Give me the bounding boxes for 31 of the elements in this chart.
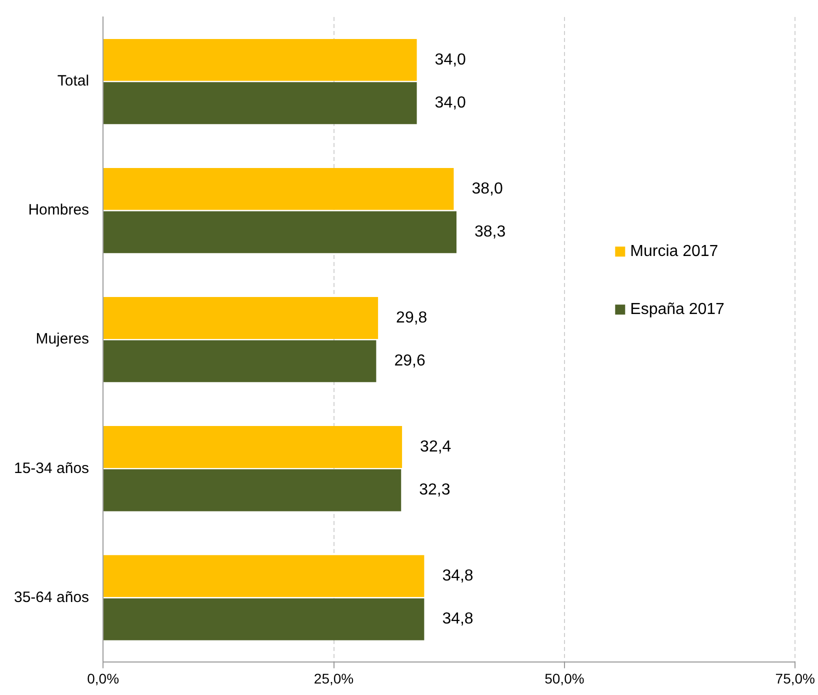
bar — [104, 340, 376, 382]
x-tick-label: 50,0% — [544, 670, 584, 686]
bar — [104, 82, 417, 124]
x-tick-label: 75,0% — [775, 670, 816, 686]
bar — [104, 38, 417, 81]
y-tick-label: Mujeres — [36, 330, 90, 348]
legend-label: Murcia 2017 — [630, 243, 718, 260]
x-tick-label: 25,0% — [314, 670, 354, 686]
bar — [104, 469, 402, 512]
data-label: 34,8 — [442, 610, 474, 628]
bar — [104, 297, 378, 339]
y-tick-label: Total — [57, 72, 90, 90]
data-label: 34,8 — [442, 567, 474, 584]
data-label: 38,3 — [474, 224, 506, 241]
bar — [104, 598, 424, 640]
bar — [104, 211, 456, 254]
data-label: 34,0 — [434, 51, 466, 68]
x-tick-label: 0,0% — [87, 670, 120, 686]
bar — [104, 426, 402, 468]
data-label: 29,8 — [396, 309, 428, 326]
bar — [104, 168, 454, 210]
data-label: 32,4 — [420, 438, 452, 456]
legend-label: España 2017 — [630, 301, 725, 318]
data-label: 29,6 — [394, 352, 426, 370]
bar — [104, 555, 424, 598]
data-label: 32,3 — [419, 482, 450, 499]
y-tick-label: Hombres — [28, 202, 90, 219]
y-tick-label: 15-34 años — [14, 460, 90, 477]
data-label: 34,0 — [434, 94, 466, 112]
y-tick-label: 35-64 años — [14, 588, 90, 606]
data-label: 38,0 — [472, 180, 503, 198]
